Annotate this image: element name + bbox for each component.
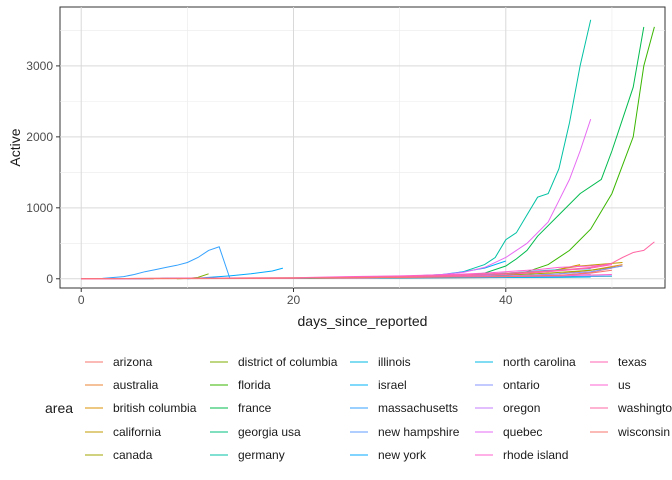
legend-label: germany xyxy=(238,448,285,462)
grid-lines xyxy=(60,7,665,288)
y-tick-label: 1000 xyxy=(26,201,53,215)
legend-label: oregon xyxy=(503,401,540,415)
legend-label: massachusetts xyxy=(378,401,458,415)
legend-label: florida xyxy=(238,378,271,392)
y-axis-title: Active xyxy=(7,128,23,166)
legend-label: canada xyxy=(113,448,153,462)
legend-label: illinois xyxy=(378,355,411,369)
legend-label: rhode island xyxy=(503,448,568,462)
legend-label: ontario xyxy=(503,378,540,392)
legend: area arizona australia british columbia cal… xyxy=(45,355,672,462)
legend-label: texas xyxy=(618,355,647,369)
legend-label: arizona xyxy=(113,355,153,369)
series-lines xyxy=(81,19,655,280)
x-tick-label: 20 xyxy=(287,293,301,307)
legend-label: france xyxy=(238,401,272,415)
legend-label: new hampshire xyxy=(378,425,460,439)
series-line-massachusetts xyxy=(81,246,231,280)
legend-label: british columbia xyxy=(113,401,197,415)
series-line-wisconsin xyxy=(81,269,612,280)
legend-label: israel xyxy=(378,378,407,392)
x-axis: 0 20 40 xyxy=(78,288,513,307)
legend-label: us xyxy=(618,378,631,392)
y-tick-label: 0 xyxy=(46,272,53,286)
legend-label: wisconsin xyxy=(617,425,670,439)
legend-label: north carolina xyxy=(503,355,576,369)
plot-area xyxy=(59,6,666,289)
legend-label: california xyxy=(113,425,161,439)
x-tick-label: 40 xyxy=(499,293,513,307)
legend-label: washington xyxy=(617,401,672,415)
legend-title: area xyxy=(45,400,73,416)
legend-label: district of columbia xyxy=(238,355,338,369)
y-axis: 0 1000 2000 3000 xyxy=(26,59,60,286)
legend-label: australia xyxy=(113,378,159,392)
x-tick-label: 0 xyxy=(78,293,85,307)
x-axis-title: days_since_reported xyxy=(298,313,428,329)
y-tick-label: 2000 xyxy=(26,130,53,144)
legend-label: georgia usa xyxy=(238,425,301,439)
legend-label: quebec xyxy=(503,425,542,439)
y-tick-label: 3000 xyxy=(26,59,53,73)
legend-label: new york xyxy=(378,448,427,462)
